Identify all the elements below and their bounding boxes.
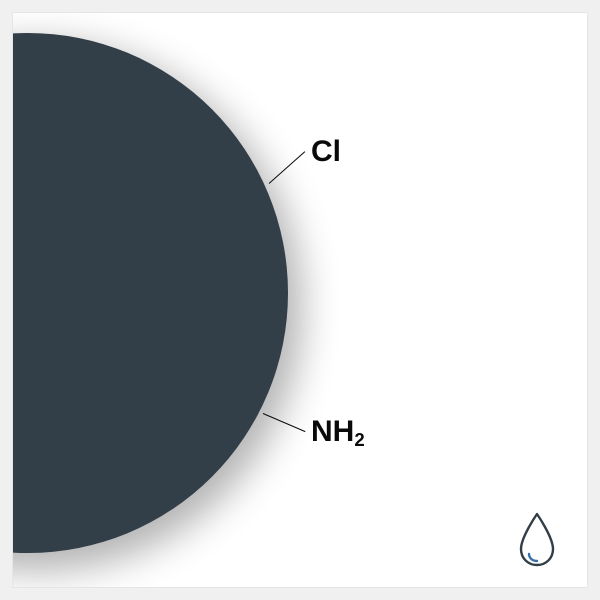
particle-sphere <box>12 33 288 553</box>
leader-line-nh2 <box>263 413 305 432</box>
label-nh2-main: NH <box>311 415 354 448</box>
leader-line-cl <box>269 151 306 184</box>
label-nh2: NH2 <box>311 415 365 449</box>
label-nh2-sub: 2 <box>354 429 364 450</box>
label-cl-text: Cl <box>311 135 341 168</box>
diagram-card: Cl NH2 <box>12 12 588 588</box>
water-drop-icon <box>515 511 559 567</box>
outer-frame: Cl NH2 <box>0 0 600 600</box>
label-cl: Cl <box>311 135 341 169</box>
